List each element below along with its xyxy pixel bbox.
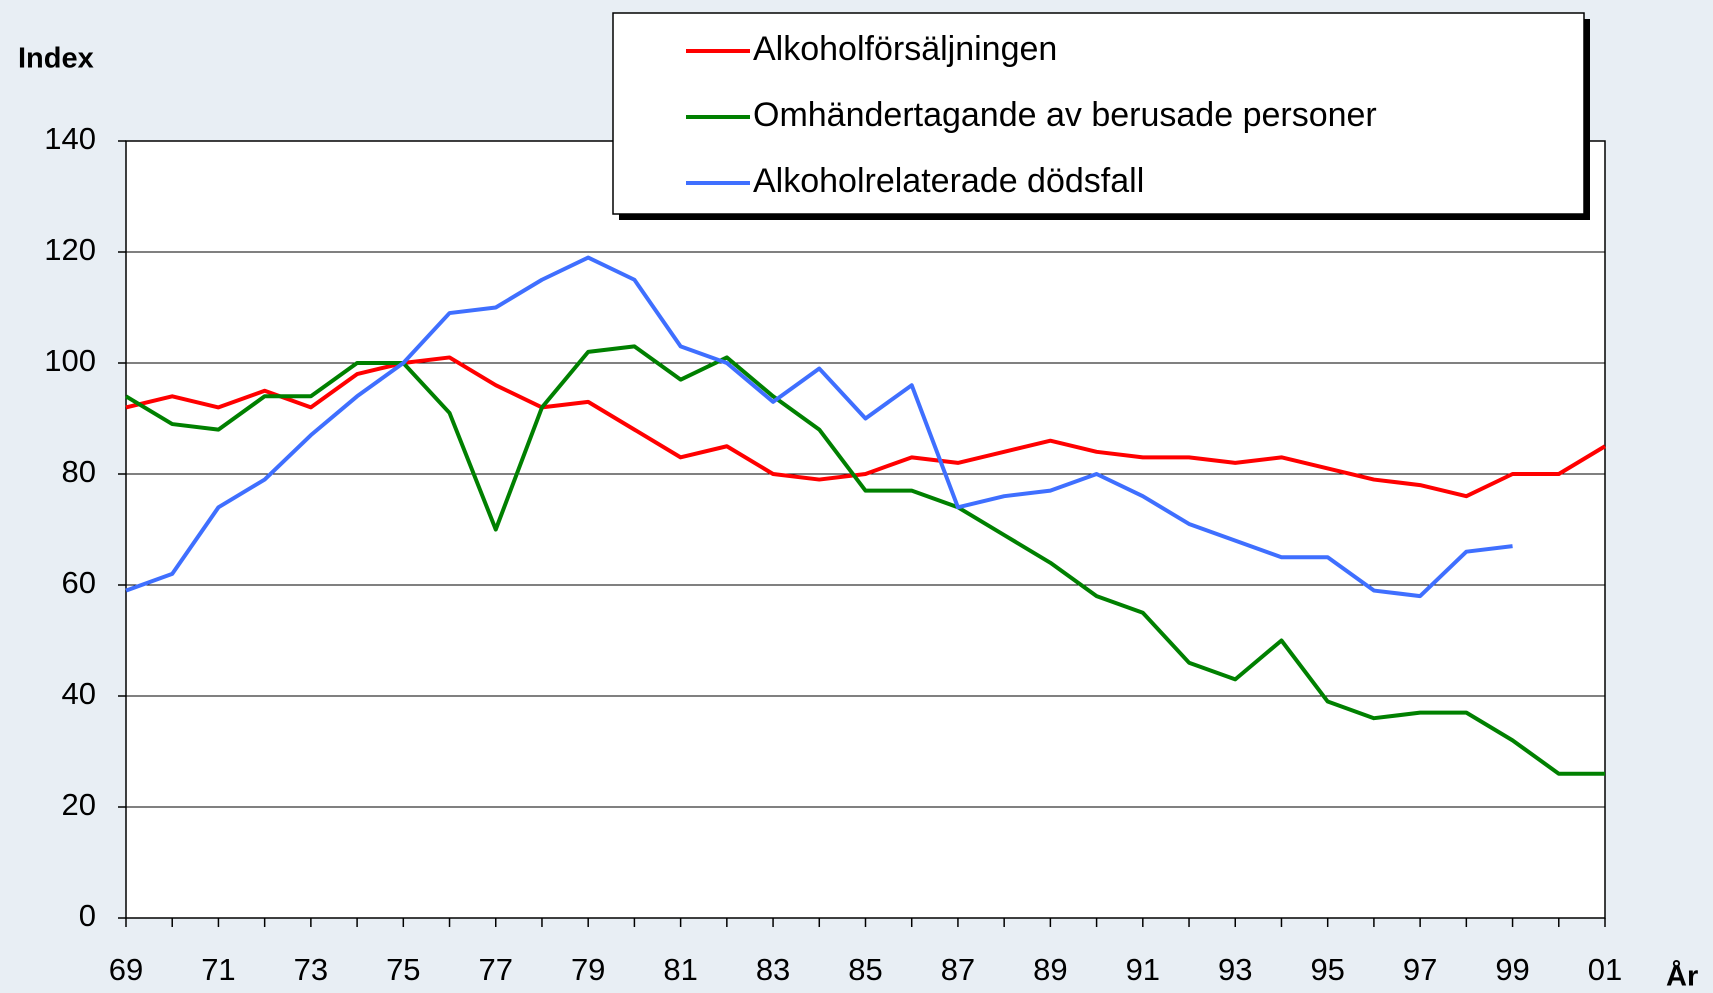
series-line xyxy=(124,344,1605,776)
x-tick-label: 81 xyxy=(663,952,697,987)
series-line xyxy=(125,255,1513,599)
x-tick-label: 95 xyxy=(1310,952,1344,987)
x-tick-label: 87 xyxy=(941,952,975,987)
y-tick-label: 100 xyxy=(44,343,96,378)
x-tick-label: 01 xyxy=(1588,952,1622,987)
y-tick-label: 20 xyxy=(62,787,96,822)
y-tick-label: 80 xyxy=(62,454,96,489)
y-tick-label: 60 xyxy=(62,565,96,600)
x-tick-label: 75 xyxy=(386,952,420,987)
x-tick-label: 71 xyxy=(201,952,235,987)
y-tick-label: 140 xyxy=(44,121,96,156)
y-tick-label: 40 xyxy=(62,676,96,711)
x-tick-label: 73 xyxy=(294,952,328,987)
series-line xyxy=(125,355,1607,499)
legend-label: Alkoholrelaterade dödsfall xyxy=(753,162,1144,200)
x-tick-label: 91 xyxy=(1126,952,1160,987)
x-tick-label: 69 xyxy=(109,952,143,987)
plot-area xyxy=(126,141,1605,918)
x-tick-label: 85 xyxy=(848,952,882,987)
legend-label: Alkoholförsäljningen xyxy=(753,30,1057,68)
legend-label: Omhändertagande av berusade personer xyxy=(753,96,1377,134)
x-tick-label: 99 xyxy=(1495,952,1529,987)
y-tick-label: 120 xyxy=(44,232,96,267)
x-tick-label: 79 xyxy=(571,952,605,987)
x-tick-label: 83 xyxy=(756,952,790,987)
y-tick-label: 0 xyxy=(79,898,96,933)
y-axis-title: Index xyxy=(18,43,94,75)
x-tick-label: 97 xyxy=(1403,952,1437,987)
x-tick-label: 93 xyxy=(1218,952,1252,987)
x-tick-label: 89 xyxy=(1033,952,1067,987)
x-tick-label: 77 xyxy=(479,952,513,987)
x-axis-title: År xyxy=(1666,960,1698,993)
legend xyxy=(612,12,1585,215)
